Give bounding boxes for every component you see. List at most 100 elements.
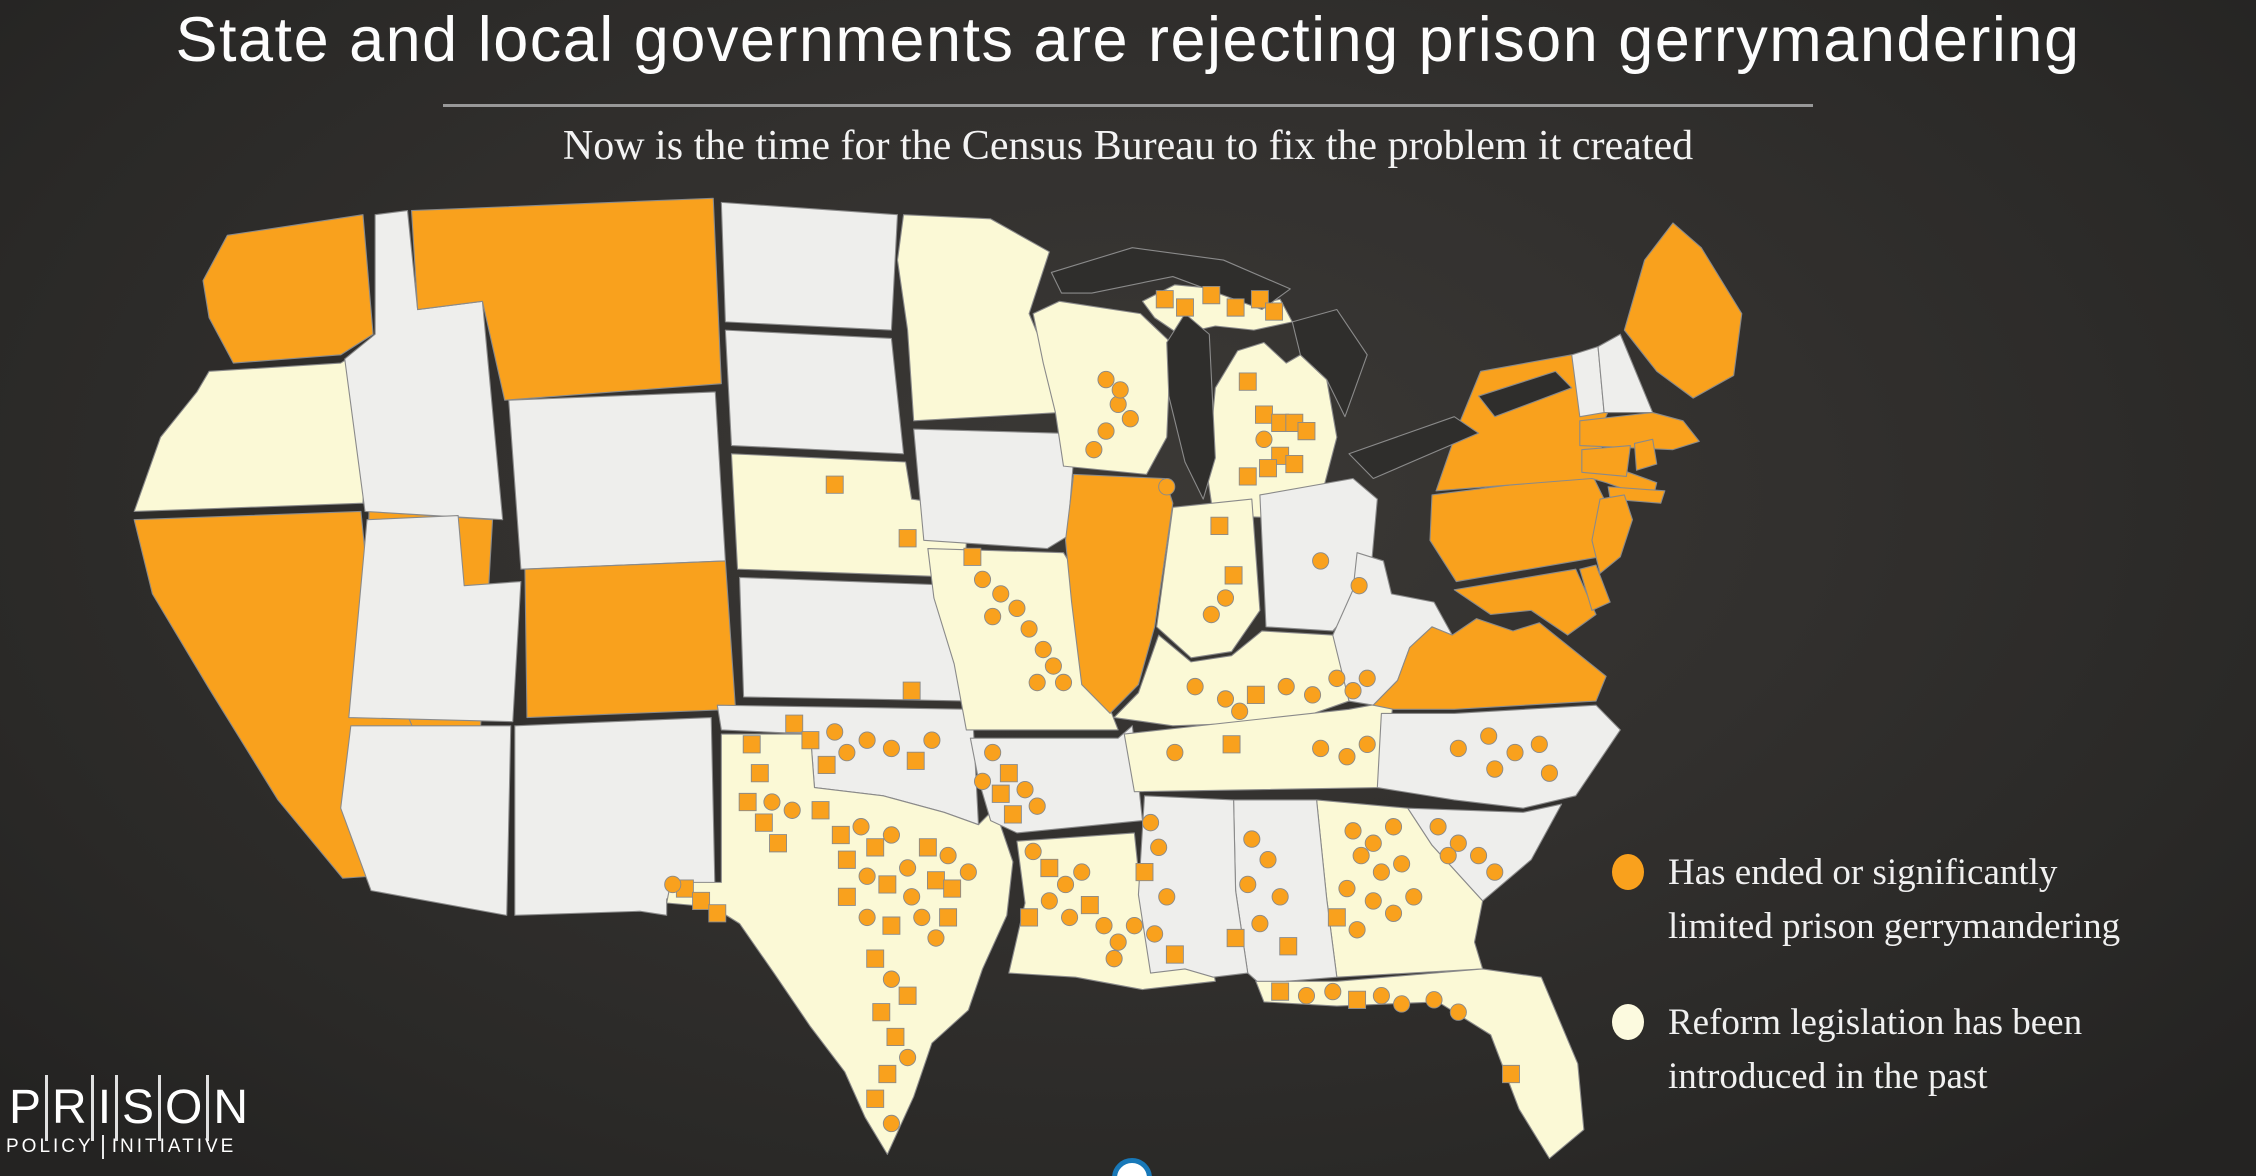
local-government-marker [1266, 303, 1283, 320]
state-ID [345, 211, 503, 520]
local-government-marker [1252, 915, 1268, 931]
legend-item-ended: Has ended or significantly limited priso… [1612, 846, 2232, 954]
local-government-marker [944, 880, 961, 897]
state-DE [1580, 565, 1610, 610]
local-government-marker [709, 905, 726, 922]
page-subtitle: Now is the time for the Census Bureau to… [562, 123, 1694, 169]
local-government-marker [859, 868, 875, 884]
local-government-marker [904, 889, 920, 905]
state-AZ [341, 726, 511, 916]
local-government-marker [974, 773, 990, 789]
local-government-marker [1061, 909, 1077, 925]
local-government-marker [1232, 703, 1248, 719]
local-government-marker [839, 744, 855, 760]
local-government-marker [985, 744, 1001, 760]
local-government-marker [919, 839, 936, 856]
local-government-marker [1098, 423, 1114, 439]
state-UT [349, 516, 521, 722]
local-government-marker [1430, 819, 1446, 835]
local-government-marker [1081, 896, 1098, 913]
local-government-marker [1112, 382, 1128, 398]
logo-word: POLICY [6, 1136, 94, 1157]
local-government-marker [1167, 744, 1183, 760]
local-government-marker [1203, 606, 1219, 622]
local-government-marker [1251, 291, 1268, 308]
local-government-marker [1298, 422, 1315, 439]
local-government-marker [786, 715, 803, 732]
local-government-marker [1278, 678, 1294, 694]
local-government-marker [1156, 291, 1173, 308]
local-government-marker [867, 839, 884, 856]
local-government-marker [1502, 1065, 1519, 1082]
local-government-marker [1187, 678, 1203, 694]
local-government-marker [859, 909, 875, 925]
local-government-marker [1373, 864, 1389, 880]
legend-label-introduced-line1: Reform legislation has been [1668, 1002, 2083, 1043]
great-lake-3 [1292, 310, 1367, 417]
local-government-marker [693, 892, 710, 909]
local-government-marker [1211, 517, 1228, 534]
local-government-marker [1440, 847, 1456, 863]
local-government-marker [867, 1090, 884, 1107]
local-government-marker [1385, 819, 1401, 835]
local-government-marker [770, 835, 787, 852]
local-government-marker [883, 971, 899, 987]
jail-bar-icon [115, 1075, 119, 1141]
local-government-marker [1017, 781, 1033, 797]
local-government-marker [1106, 950, 1122, 966]
local-government-marker [1470, 847, 1486, 863]
state-MT [412, 198, 722, 400]
local-government-marker [1041, 859, 1058, 876]
great-lake-1 [1051, 248, 1290, 310]
local-government-marker [1255, 406, 1272, 423]
local-government-marker [1074, 864, 1090, 880]
local-government-marker [1110, 396, 1126, 412]
local-government-marker [1272, 889, 1288, 905]
local-government-marker [743, 736, 760, 753]
local-government-marker [751, 765, 768, 782]
local-government-marker [1136, 863, 1153, 880]
state-IA [914, 429, 1074, 549]
state-CO [525, 561, 736, 718]
local-government-marker [940, 909, 957, 926]
local-government-marker [1035, 641, 1051, 657]
logo-letter: R [52, 1081, 87, 1134]
local-government-marker [883, 740, 899, 756]
local-government-marker [1507, 744, 1523, 760]
local-government-marker [1096, 917, 1112, 933]
legend-label-ended-line1: Has ended or significantly [1668, 852, 2058, 893]
local-government-marker [1394, 996, 1410, 1012]
local-government-marker [1227, 299, 1244, 316]
local-government-marker [1029, 798, 1045, 814]
state-MS [1138, 796, 1247, 977]
local-government-marker [883, 1115, 899, 1131]
local-government-marker [964, 548, 981, 565]
local-government-marker [764, 794, 780, 810]
state-MD [1454, 569, 1596, 635]
local-government-marker [826, 476, 843, 493]
local-government-marker [1122, 410, 1138, 426]
jail-bar-icon [206, 1075, 210, 1141]
local-government-marker [1227, 929, 1244, 946]
local-government-marker [1240, 876, 1256, 892]
local-government-marker [1313, 553, 1329, 569]
local-government-marker [1359, 736, 1375, 752]
local-government-marker [853, 819, 869, 835]
local-government-marker [879, 876, 896, 893]
local-government-marker [873, 1004, 890, 1021]
state-ND [721, 202, 897, 330]
logo-letter: I [97, 1081, 112, 1134]
local-government-marker [1280, 938, 1297, 955]
state-IN [1157, 499, 1260, 658]
local-government-marker [883, 827, 899, 843]
local-government-marker [1239, 468, 1256, 485]
local-government-marker [960, 864, 976, 880]
local-government-marker [1166, 946, 1183, 963]
local-government-marker [1055, 674, 1071, 690]
local-government-marker [900, 1049, 916, 1065]
local-government-marker [1223, 736, 1240, 753]
local-government-marker [879, 1065, 896, 1082]
title-divider [443, 104, 1813, 107]
introduced-swatch-icon [1612, 1004, 1644, 1040]
